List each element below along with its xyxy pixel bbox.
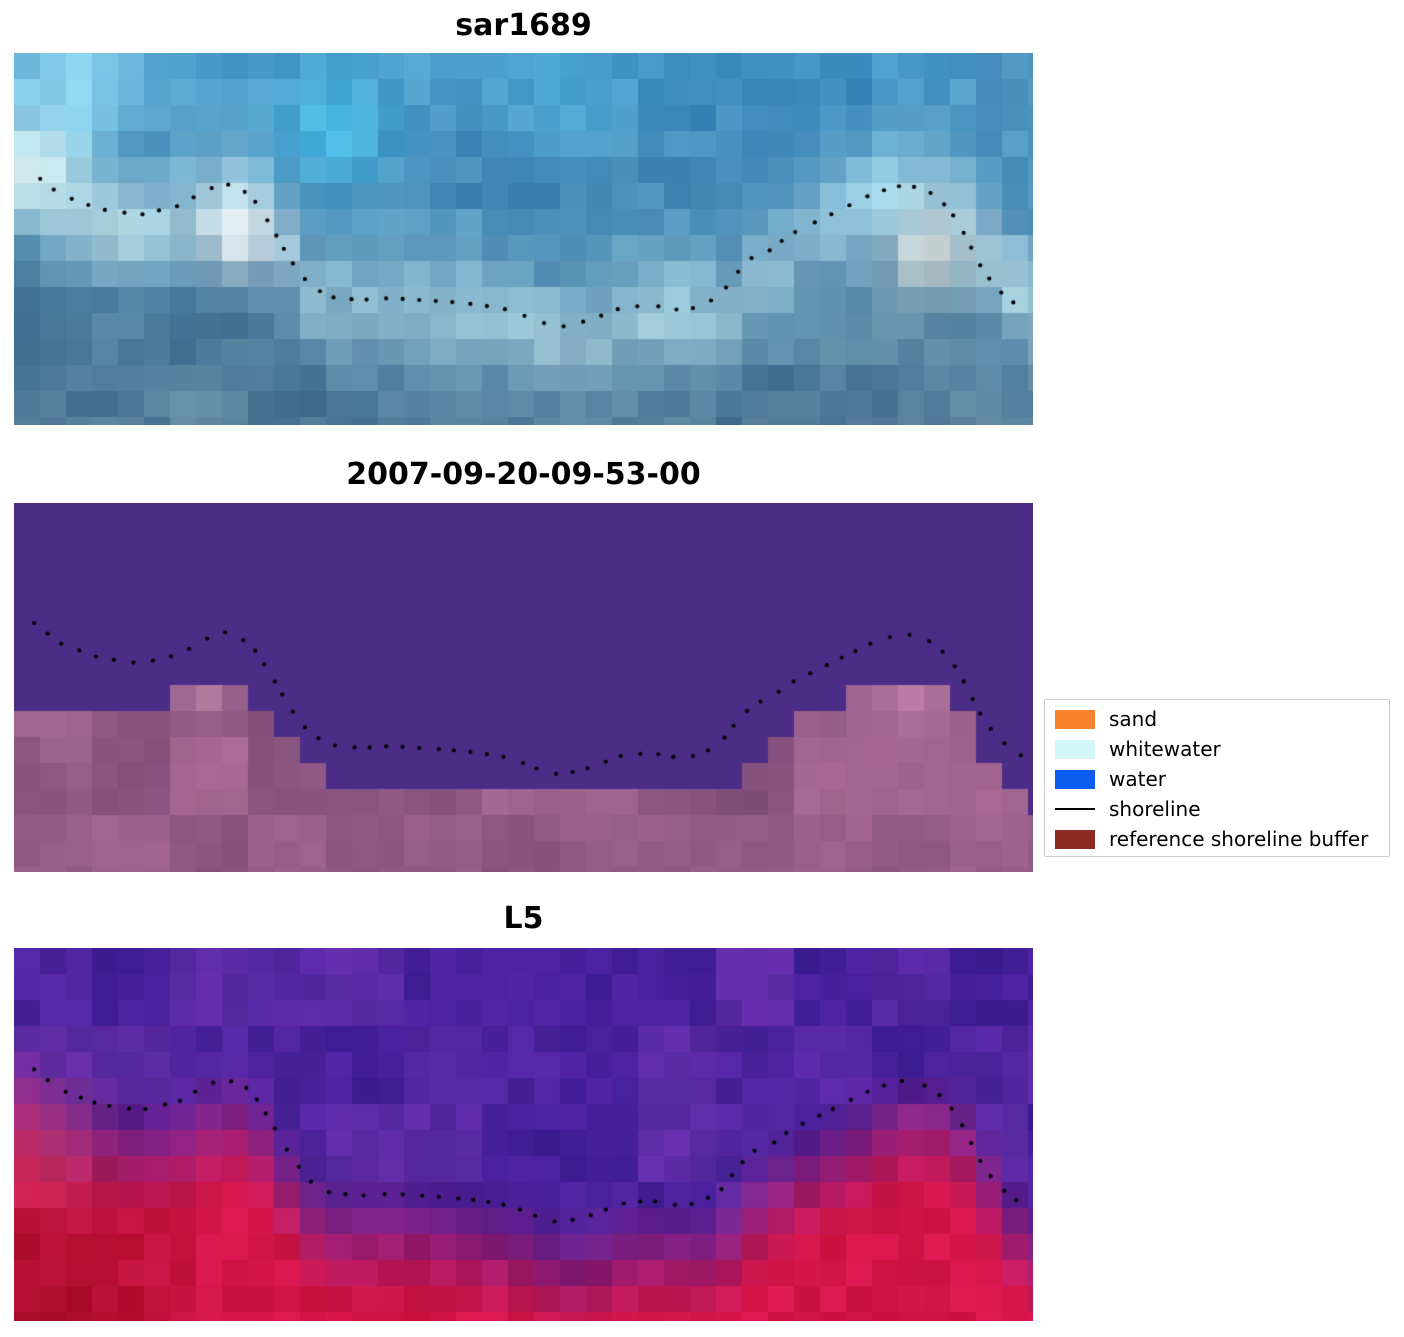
sand-swatch	[1055, 709, 1095, 729]
sand-swatch-box	[1055, 709, 1095, 729]
shoreline-line-swatch	[1055, 807, 1095, 811]
legend-label-shoreline: shoreline	[1109, 797, 1201, 821]
panel-title-l5: L5	[503, 901, 544, 936]
legend-label-water: water	[1109, 767, 1166, 791]
reference-buffer-swatch	[1055, 829, 1095, 849]
panel-title-sar1689: sar1689	[455, 8, 592, 43]
panel-title-date: 2007-09-20-09-53-00	[346, 457, 701, 492]
reference-buffer-swatch-box	[1055, 829, 1095, 849]
legend-entry-reference-buffer: reference shoreline buffer	[1055, 824, 1389, 854]
legend-entry-shoreline: shoreline	[1055, 794, 1389, 824]
legend-label-whitewater: whitewater	[1109, 737, 1221, 761]
legend-entry-water: water	[1055, 764, 1389, 794]
legend-label-sand: sand	[1109, 707, 1158, 731]
legend-entry-sand: sand	[1055, 704, 1389, 734]
legend-label-reference-buffer: reference shoreline buffer	[1109, 827, 1369, 851]
whitewater-swatch-box	[1055, 739, 1095, 759]
water-swatch-box	[1055, 769, 1095, 789]
legend-entry-whitewater: whitewater	[1055, 734, 1389, 764]
water-swatch	[1055, 769, 1095, 789]
panel-image-l5	[14, 948, 1033, 1321]
whitewater-swatch	[1055, 739, 1095, 759]
panel-image-sar1689	[14, 53, 1033, 425]
legend: sand whitewater water shoreline referenc…	[1044, 699, 1390, 857]
shoreline-swatch-box	[1055, 800, 1095, 819]
panel-image-classified	[14, 503, 1033, 872]
